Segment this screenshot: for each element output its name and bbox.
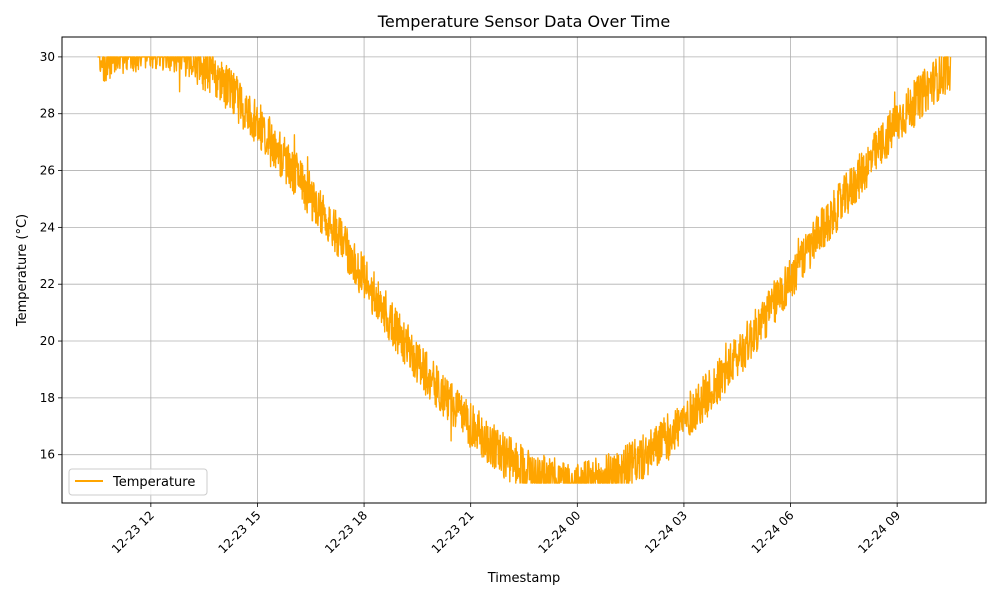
legend-label: Temperature bbox=[112, 475, 195, 490]
grid bbox=[62, 37, 986, 503]
y-tick-label: 24 bbox=[40, 220, 55, 234]
y-tick-label: 18 bbox=[40, 391, 55, 405]
legend: Temperature bbox=[68, 468, 208, 496]
plot-frame bbox=[61, 36, 987, 504]
y-tick-label: 16 bbox=[40, 448, 55, 462]
series-layer bbox=[97, 56, 952, 484]
temperature-series-line bbox=[97, 56, 952, 484]
legend-box bbox=[68, 468, 208, 496]
y-tick-label: 22 bbox=[40, 277, 55, 291]
x-axis-label: Timestamp bbox=[487, 571, 561, 586]
y-axis-label: Temperature (°C) bbox=[15, 214, 30, 327]
chart-title: Temperature Sensor Data Over Time bbox=[377, 12, 670, 31]
y-tick-label: 20 bbox=[40, 334, 55, 348]
y-axis: 16 18 20 22 24 26 28 30 bbox=[40, 50, 62, 462]
y-tick-label: 26 bbox=[40, 164, 55, 178]
y-tick-label: 28 bbox=[40, 107, 55, 121]
y-tick-label: 30 bbox=[40, 50, 55, 64]
